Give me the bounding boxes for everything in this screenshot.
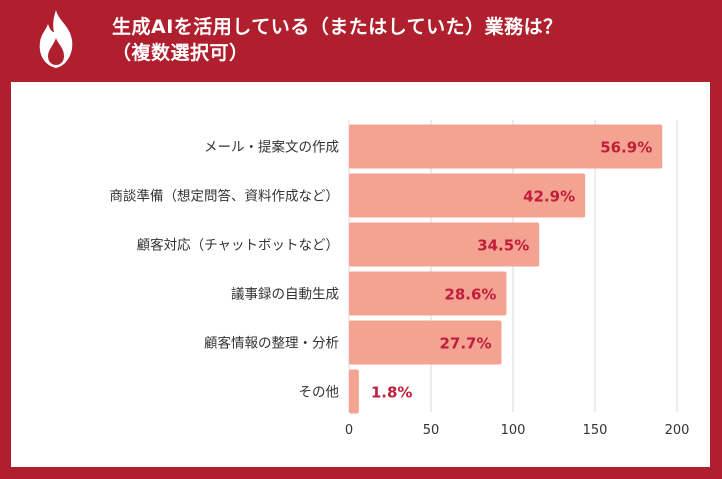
category-label: その他 — [299, 385, 340, 401]
data-label: 42.9% — [523, 188, 575, 206]
bar — [349, 369, 359, 414]
category-label: 顧客対応（チャットボットなど） — [137, 237, 339, 254]
x-tick-label: 100 — [501, 423, 526, 438]
data-label: 1.8% — [371, 384, 413, 402]
category-label: 議事録の自動生成 — [231, 286, 339, 303]
data-label: 34.5% — [477, 237, 529, 255]
category-label: メール・提案文の作成 — [204, 139, 339, 156]
bar — [349, 173, 586, 218]
x-tick-label: 200 — [665, 423, 690, 438]
title-line-1: 生成AIを活用している（またはしていた）業務は？ — [112, 16, 563, 38]
data-label: 56.9% — [600, 139, 652, 157]
x-tick-label: 0 — [345, 423, 353, 438]
bar — [349, 271, 507, 316]
chart-panel: 0 50 100 150 200 メール・提案文の作成 56.9% 商談準備（想定問答、資料作… — [11, 82, 710, 467]
x-tick-label: 150 — [583, 423, 608, 438]
x-tick-label: 50 — [423, 423, 440, 438]
data-label: 27.7% — [439, 335, 491, 353]
flame-icon — [39, 10, 73, 68]
title-line-2: （複数選択可） — [112, 42, 249, 64]
bar-chart: 0 50 100 150 200 メール・提案文の作成 56.9% 商談準備（想定問答、資料作… — [110, 120, 690, 438]
bar — [349, 320, 502, 365]
page-title: 生成AIを活用している（またはしていた）業務は？ （複数選択可） — [112, 14, 563, 66]
bar — [349, 222, 540, 267]
data-label: 28.6% — [444, 286, 496, 304]
category-label: 顧客情報の整理・分析 — [204, 335, 339, 352]
category-label: 商談準備（想定問答、資料作成など） — [110, 188, 340, 205]
bar — [349, 124, 663, 169]
header: 生成AIを活用している（またはしていた）業務は？ （複数選択可） — [0, 0, 722, 82]
